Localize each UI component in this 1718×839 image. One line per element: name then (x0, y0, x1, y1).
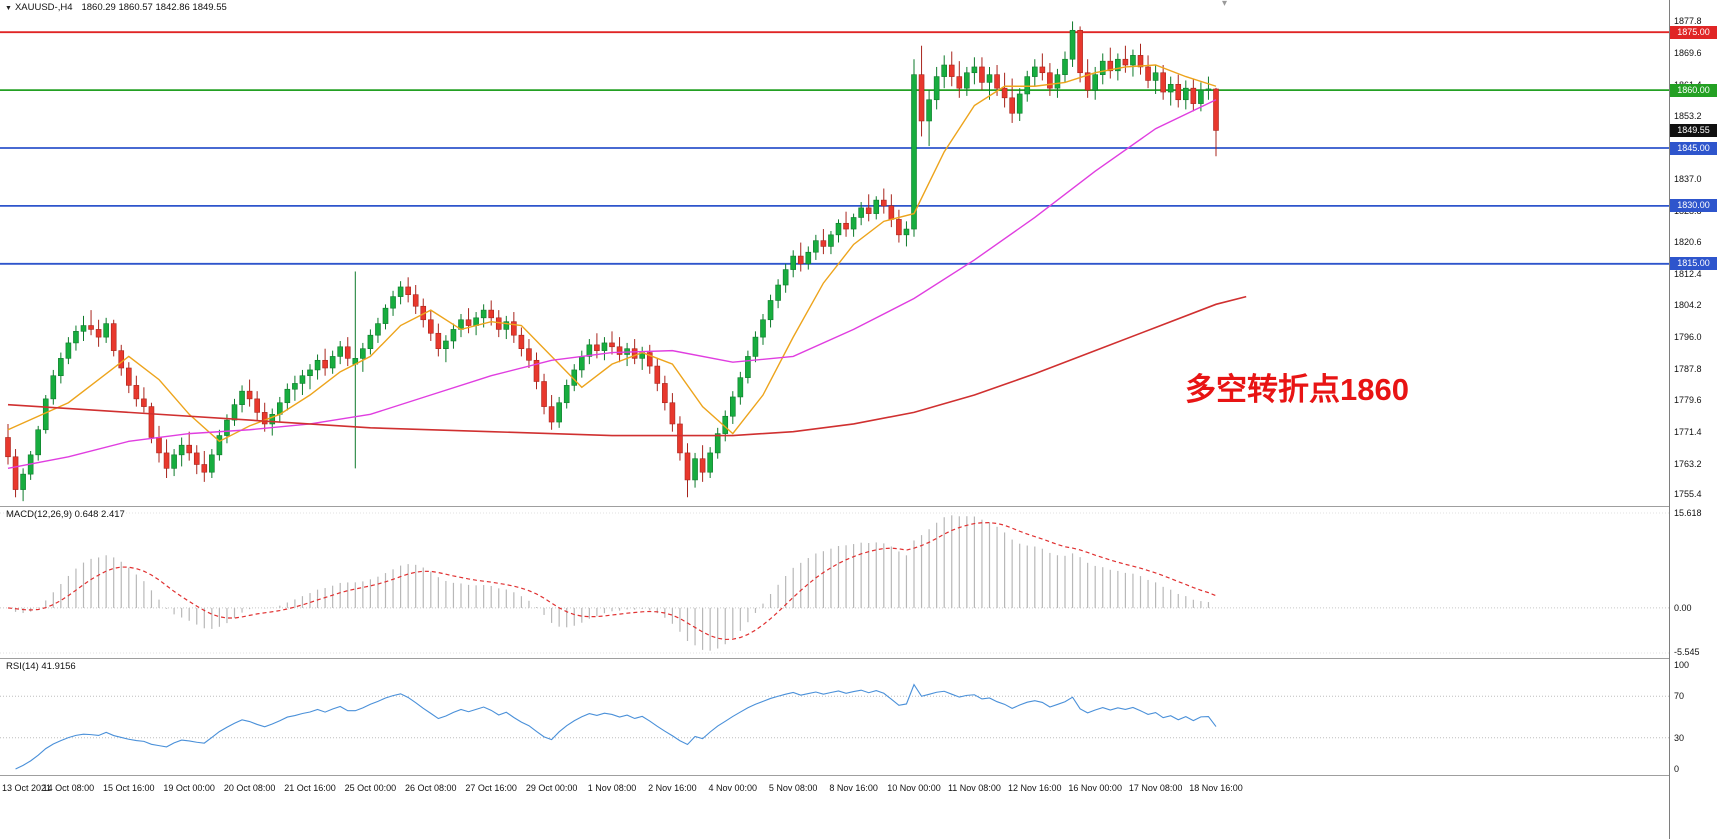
panel-separator[interactable] (0, 775, 1718, 776)
macd-canvas[interactable] (0, 507, 1669, 658)
ma-medium-line[interactable] (7, 99, 1217, 470)
candles-layer (5, 21, 1219, 502)
macd-signal-line (7, 522, 1217, 641)
macd-title: MACD(12,26,9) (6, 509, 72, 520)
time-axis-label: 11 Nov 08:00 (947, 783, 1001, 793)
price-tick: 1779.6 (1674, 395, 1702, 406)
time-axis-label: 1 Nov 08:00 (587, 783, 637, 793)
price-level-tag: 1815.00 (1670, 257, 1717, 271)
price-chart-canvas[interactable] (0, 0, 1669, 506)
annotation-text: 多空转折点1860 (1185, 372, 1409, 407)
panel-separator[interactable] (0, 506, 1718, 507)
time-axis-label: 19 Oct 00:00 (163, 783, 215, 793)
price-tick: 1771.4 (1674, 427, 1702, 438)
price-axis: 1877.81869.61861.41853.21837.01828.81820… (1669, 0, 1718, 839)
price-chart-panel[interactable]: 多空转折点1860 (0, 0, 1669, 506)
price-tick: 1763.2 (1674, 458, 1702, 469)
ma-fast-line[interactable] (7, 64, 1217, 443)
chart-header: ▼ XAUUSD-,H4 1860.29 1860.57 1842.86 1849.… (5, 2, 227, 13)
time-axis-label: 17 Nov 08:00 (1128, 783, 1183, 793)
time-axis-label: 14 Oct 08:00 (42, 783, 95, 793)
current-price-tag: 1849.55 (1670, 123, 1717, 137)
price-tick: 1787.8 (1674, 363, 1702, 374)
price-tick: 1820.6 (1674, 237, 1702, 248)
panel-separator[interactable] (0, 658, 1718, 659)
rsi-line (15, 683, 1217, 770)
time-axis-label: 12 Nov 16:00 (1008, 783, 1062, 793)
time-axis-label: 16 Nov 00:00 (1068, 783, 1122, 793)
time-axis-label: 4 Nov 00:00 (708, 783, 758, 793)
price-tick: 1877.8 (1674, 16, 1702, 27)
price-level-tag: 1875.00 (1670, 25, 1717, 39)
time-axis-label: 26 Oct 08:00 (405, 783, 457, 793)
macd-histogram (14, 515, 1217, 651)
time-axis-label: 29 Oct 00:00 (525, 783, 578, 793)
rsi-axis-label: 30 (1674, 732, 1685, 743)
symbol-dropdown-icon[interactable]: ▼ (5, 5, 12, 12)
autoscroll-marker-icon[interactable]: ▾ (1222, 0, 1228, 9)
price-level-tag: 1830.00 (1670, 199, 1717, 213)
time-axis-label: 10 Nov 00:00 (887, 783, 941, 793)
level-lines (0, 31, 1669, 265)
time-axis-label: 27 Oct 16:00 (465, 783, 517, 793)
price-tick: 1837.0 (1674, 173, 1702, 184)
time-axis-label: 18 Nov 16:00 (1189, 783, 1243, 793)
time-axis-label: 25 Oct 00:00 (344, 783, 397, 793)
time-axis-label: 8 Nov 16:00 (829, 783, 878, 793)
time-axis-label: 2 Nov 16:00 (648, 783, 697, 793)
price-tick: 1853.2 (1674, 111, 1702, 122)
price-tick: 1804.2 (1674, 300, 1702, 311)
price-level-tag: 1845.00 (1670, 141, 1717, 155)
time-axis-label: 15 Oct 16:00 (103, 783, 155, 793)
rsi-axis-label: 0 (1674, 764, 1680, 774)
rsi-panel[interactable]: RSI(14) 41.9156 (0, 659, 1669, 775)
macd-axis-label: -5.545 (1674, 647, 1700, 657)
rsi-canvas[interactable] (0, 659, 1669, 775)
time-axis: 13 Oct 2021 14 Oct 08:00 15 Oct 16:00 19 Oc… (0, 776, 1669, 839)
rsi-value: 41.9156 (41, 661, 76, 672)
symbol-period-label: XAUUSD-,H4 (14, 2, 73, 13)
price-tick: 1796.0 (1674, 332, 1702, 343)
time-axis-label: 20 Oct 08:00 (223, 783, 276, 793)
rsi-label: RSI(14) 41.9156 (6, 661, 76, 672)
ohlc-values: 1860.29 1860.57 1842.86 1849.55 (81, 2, 227, 13)
price-level-tag: 1860.00 (1670, 83, 1717, 97)
time-axis-label: 21 Oct 16:00 (284, 783, 336, 793)
macd-axis-label: 15.618 (1674, 508, 1702, 518)
time-axis-label: 5 Nov 08:00 (768, 783, 818, 793)
macd-axis-label: 0.00 (1674, 602, 1692, 613)
macd-panel[interactable]: MACD(12,26,9) 0.648 2.417 (0, 507, 1669, 658)
macd-label: MACD(12,26,9) 0.648 2.417 (6, 509, 125, 520)
ma-slow-line[interactable] (7, 295, 1247, 437)
rsi-axis-label: 70 (1674, 691, 1685, 702)
price-tick: 1869.6 (1674, 48, 1702, 59)
rsi-title: RSI(14) (6, 661, 39, 672)
price-tick: 1755.4 (1674, 488, 1702, 499)
time-axis-label: 13 Oct 2021 (2, 783, 52, 793)
macd-values: 0.648 2.417 (74, 509, 125, 520)
price-tick: 1812.4 (1674, 268, 1702, 279)
rsi-axis-label: 100 (1674, 660, 1690, 670)
